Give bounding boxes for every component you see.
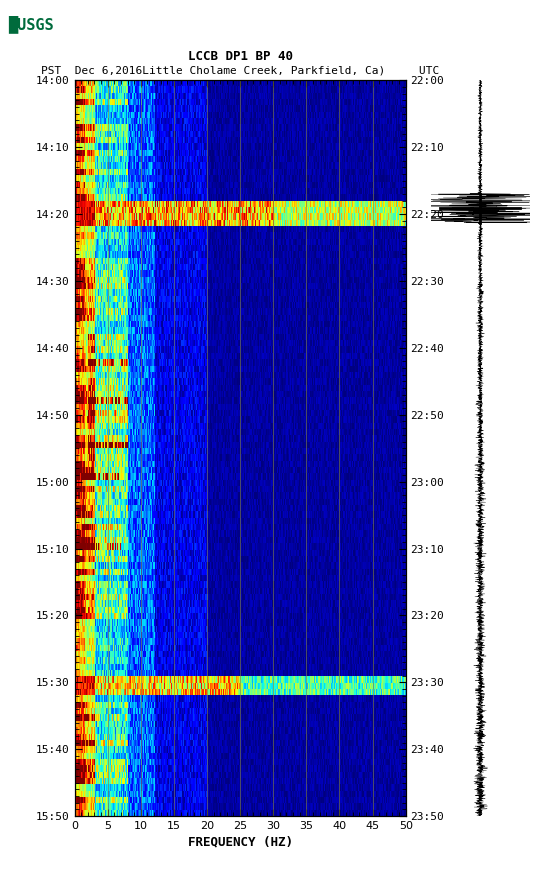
Text: PST  Dec 6,2016Little Cholame Creek, Parkfield, Ca)     UTC: PST Dec 6,2016Little Cholame Creek, Park… (41, 65, 439, 76)
Text: LCCB DP1 BP 40: LCCB DP1 BP 40 (188, 50, 293, 62)
X-axis label: FREQUENCY (HZ): FREQUENCY (HZ) (188, 835, 293, 848)
Text: █USGS: █USGS (8, 15, 54, 33)
